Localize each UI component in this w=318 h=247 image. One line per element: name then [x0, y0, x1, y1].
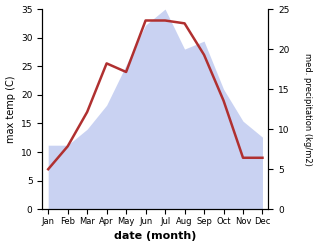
Y-axis label: med. precipitation (kg/m2): med. precipitation (kg/m2): [303, 53, 313, 165]
Y-axis label: max temp (C): max temp (C): [5, 75, 16, 143]
X-axis label: date (month): date (month): [114, 231, 197, 242]
